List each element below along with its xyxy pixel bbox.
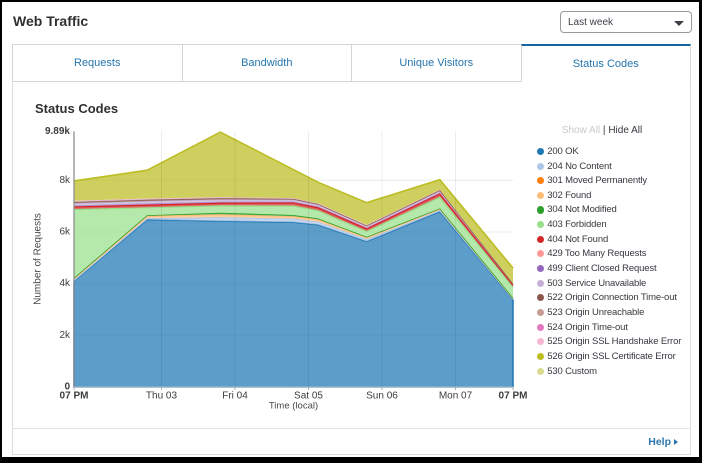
svg-text:0: 0 [64, 382, 70, 393]
svg-text:Sat 05: Sat 05 [294, 391, 323, 402]
svg-text:9.89k: 9.89k [45, 126, 70, 137]
svg-text:07 PM: 07 PM [60, 391, 89, 402]
svg-text:4k: 4k [59, 278, 71, 289]
svg-text:Number of Requests: Number of Requests [33, 213, 44, 305]
svg-text:Thu 03: Thu 03 [146, 391, 178, 402]
svg-text:8k: 8k [59, 175, 71, 186]
svg-text:6k: 6k [59, 227, 71, 238]
svg-text:Mon 07: Mon 07 [439, 391, 473, 402]
svg-text:2k: 2k [59, 330, 71, 341]
svg-text:Time (local): Time (local) [269, 401, 318, 412]
svg-text:Sun 06: Sun 06 [366, 391, 398, 402]
svg-text:Fri 04: Fri 04 [222, 391, 248, 402]
svg-text:07 PM: 07 PM [499, 391, 528, 402]
